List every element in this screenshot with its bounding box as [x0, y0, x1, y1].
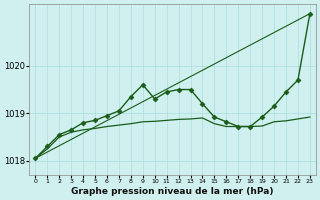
X-axis label: Graphe pression niveau de la mer (hPa): Graphe pression niveau de la mer (hPa): [71, 187, 274, 196]
